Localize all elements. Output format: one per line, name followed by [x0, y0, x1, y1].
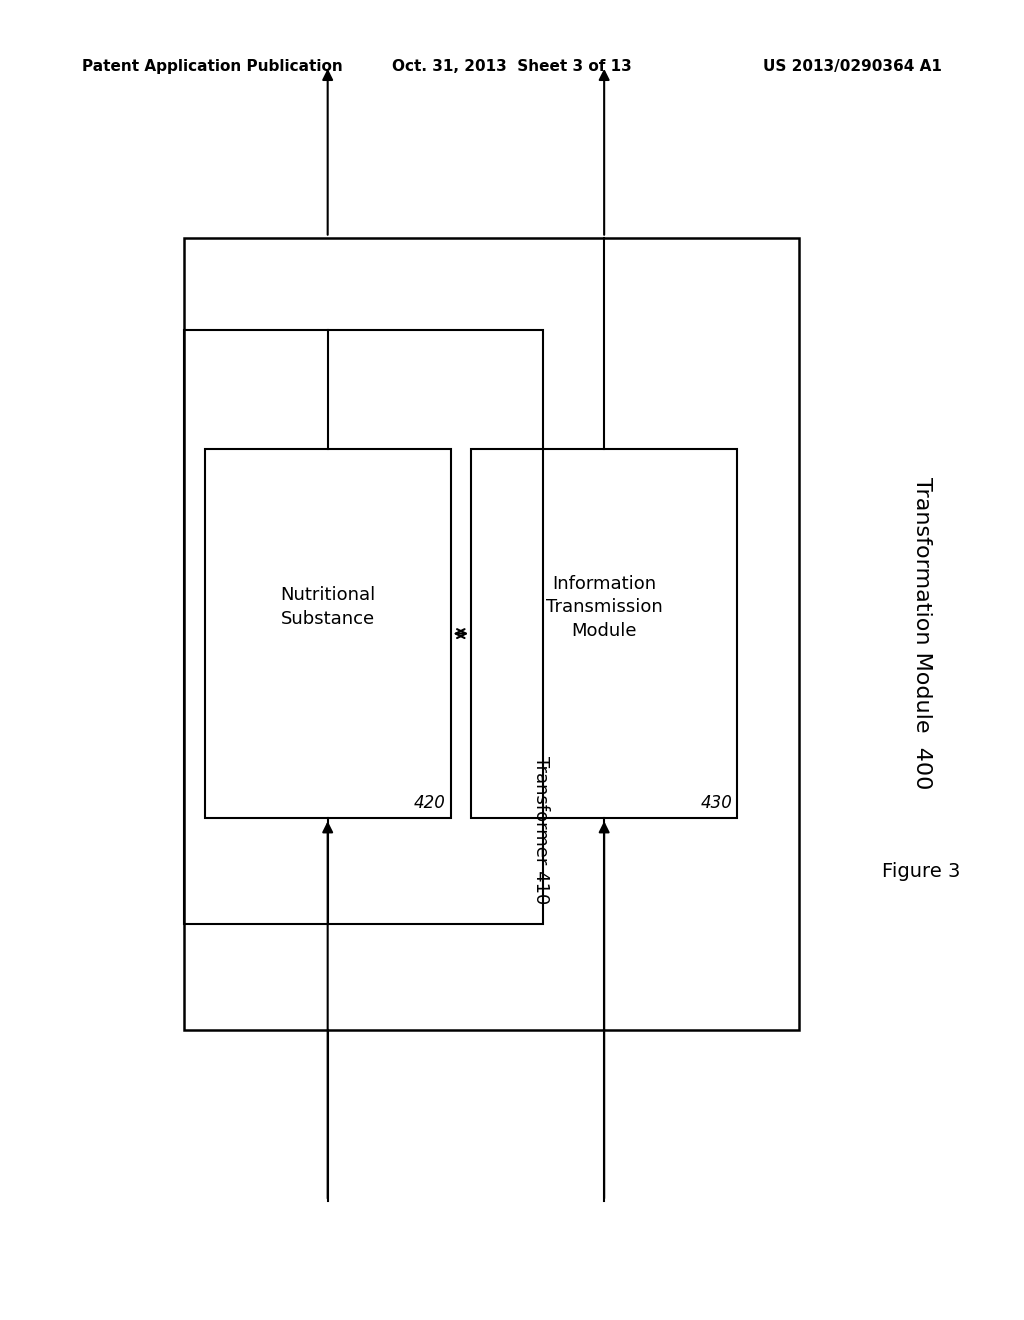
- Text: Patent Application Publication: Patent Application Publication: [82, 59, 343, 74]
- Text: Information
Transmission
Module: Information Transmission Module: [546, 574, 663, 640]
- Text: Transformer 410: Transformer 410: [532, 756, 551, 904]
- Text: US 2013/0290364 A1: US 2013/0290364 A1: [763, 59, 942, 74]
- Text: Oct. 31, 2013  Sheet 3 of 13: Oct. 31, 2013 Sheet 3 of 13: [392, 59, 632, 74]
- Text: Nutritional
Substance: Nutritional Substance: [280, 586, 376, 628]
- Text: 420: 420: [414, 793, 445, 812]
- Text: Transformation Module  400: Transformation Module 400: [911, 478, 932, 789]
- Text: Figure 3: Figure 3: [883, 862, 961, 880]
- Text: 430: 430: [700, 793, 732, 812]
